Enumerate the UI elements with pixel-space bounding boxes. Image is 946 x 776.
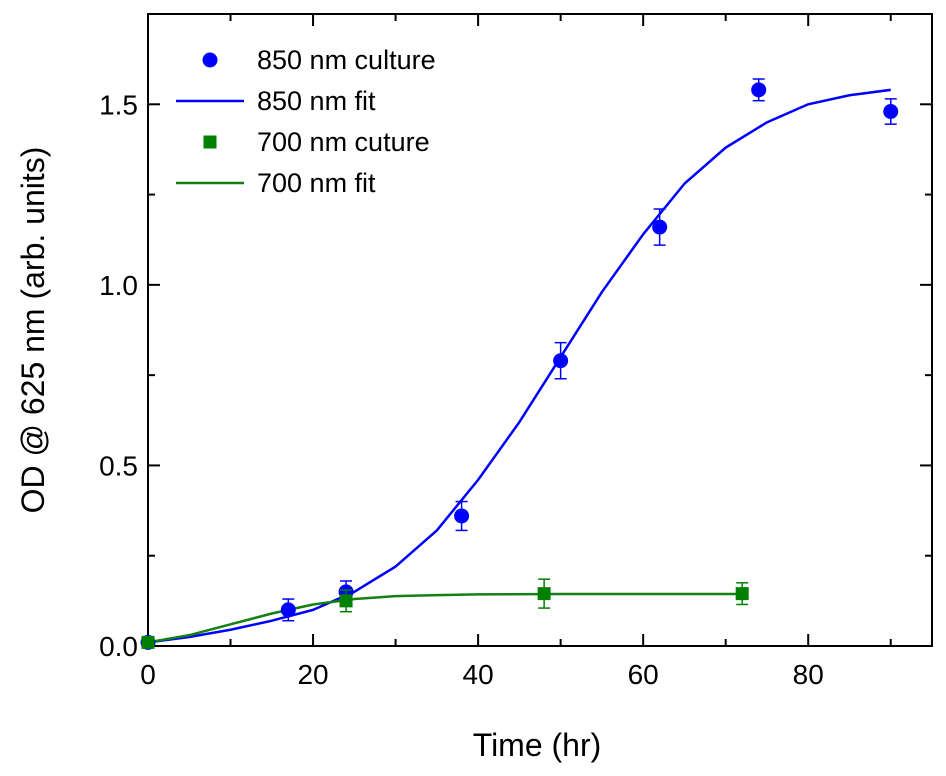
series-line-700-nm-fit (147, 592, 743, 644)
x-tick-label: 40 (463, 659, 494, 690)
y-tick-label: 0.5 (99, 450, 138, 481)
x-axis: 0 20 40 60 80 (140, 14, 892, 690)
x-tick-label: 20 (297, 659, 328, 690)
x-axis-title: Time (hr) (473, 727, 602, 763)
data-point-700-nm-cuture (339, 594, 353, 608)
x-tick-label: 80 (793, 659, 824, 690)
legend-label: 700 nm cuture (257, 127, 430, 157)
legend-label: 850 nm fit (257, 86, 376, 116)
data-point-850-nm-culture (751, 82, 767, 98)
data-point-850-nm-culture (652, 219, 668, 235)
legend-label: 850 nm culture (257, 45, 436, 75)
y-tick-label: 1.5 (99, 89, 138, 120)
y-axis: 0.0 0.5 1.0 1.5 (99, 13, 932, 662)
legend-marker-850-nm-culture (202, 52, 218, 68)
x-tick-label: 0 (140, 659, 156, 690)
data-point-850-nm-culture (553, 353, 569, 369)
legend: 850 nm culture 850 nm fit 700 nm cuture 700… (176, 45, 436, 198)
y-axis-title: OD @ 625 nm (arb. units) (15, 147, 51, 514)
data-point-850-nm-culture (280, 602, 296, 618)
series-line-850-nm-fit (147, 88, 891, 644)
legend-marker-700-nm-cuture (203, 135, 217, 149)
x-tick-label: 60 (628, 659, 659, 690)
data-point-700-nm-cuture (735, 587, 749, 601)
data-point-700-nm-cuture (537, 587, 551, 601)
legend-label: 700 nm fit (257, 168, 376, 198)
y-tick-label: 1.0 (99, 270, 138, 301)
data-point-700-nm-cuture (141, 635, 155, 649)
data-point-850-nm-culture (883, 104, 899, 120)
plot-frame (147, 13, 933, 647)
y-tick-label: 0.0 (99, 631, 138, 662)
plot-area (140, 78, 899, 650)
data-point-850-nm-culture (454, 508, 470, 524)
